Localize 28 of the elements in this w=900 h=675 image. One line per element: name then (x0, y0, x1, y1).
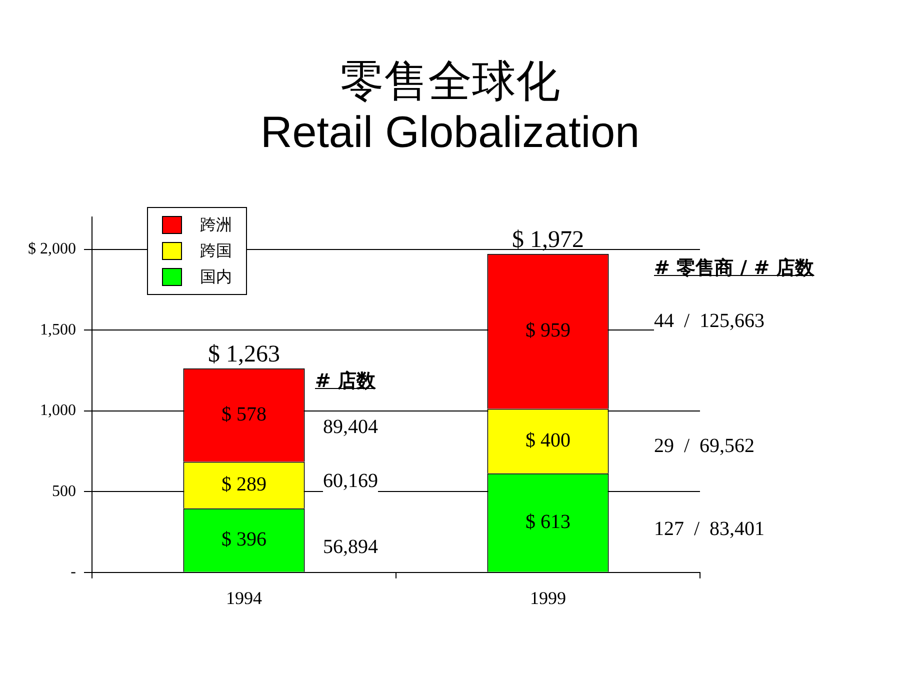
y-tick-label: $ 2,000 (28, 240, 76, 258)
annotation: 60,169 (323, 470, 378, 492)
data-label: $ 400 (526, 429, 570, 452)
y-tick-label: 500 (52, 482, 76, 500)
annotation: 29 / 69,562 (654, 435, 755, 457)
total-label: $ 1,263 (208, 342, 280, 368)
annotation: 89,404 (323, 416, 378, 438)
data-label: $ 613 (526, 510, 570, 533)
annotation: 44 / 125,663 (654, 310, 765, 332)
annotation: # 店数 (315, 370, 376, 392)
y-tick-label: 1,000 (40, 402, 76, 420)
y-tick-label: 1,500 (40, 321, 76, 338)
annotation: 56,894 (323, 536, 378, 558)
chart-subtitle: Retail Globalization (259, 108, 641, 158)
data-label: $ 578 (222, 403, 266, 426)
annotation: # 零售商 / # 店数 (654, 257, 814, 279)
legend-label: 跨洲 (200, 214, 232, 236)
total-label: $ 1,972 (512, 227, 584, 254)
legend-label: 跨国 (200, 240, 232, 262)
legend-label: 国内 (200, 266, 232, 288)
data-label: $ 396 (222, 528, 266, 550)
data-label: $ 289 (222, 473, 266, 496)
x-tick-label: 1999 (530, 588, 566, 608)
x-tick-label: 1994 (226, 588, 262, 608)
data-label: $ 959 (526, 320, 570, 342)
y-tick-label: - (70, 564, 76, 581)
annotation: 127 / 83,401 (654, 518, 765, 540)
chart-title: 零售全球化 (340, 56, 560, 107)
